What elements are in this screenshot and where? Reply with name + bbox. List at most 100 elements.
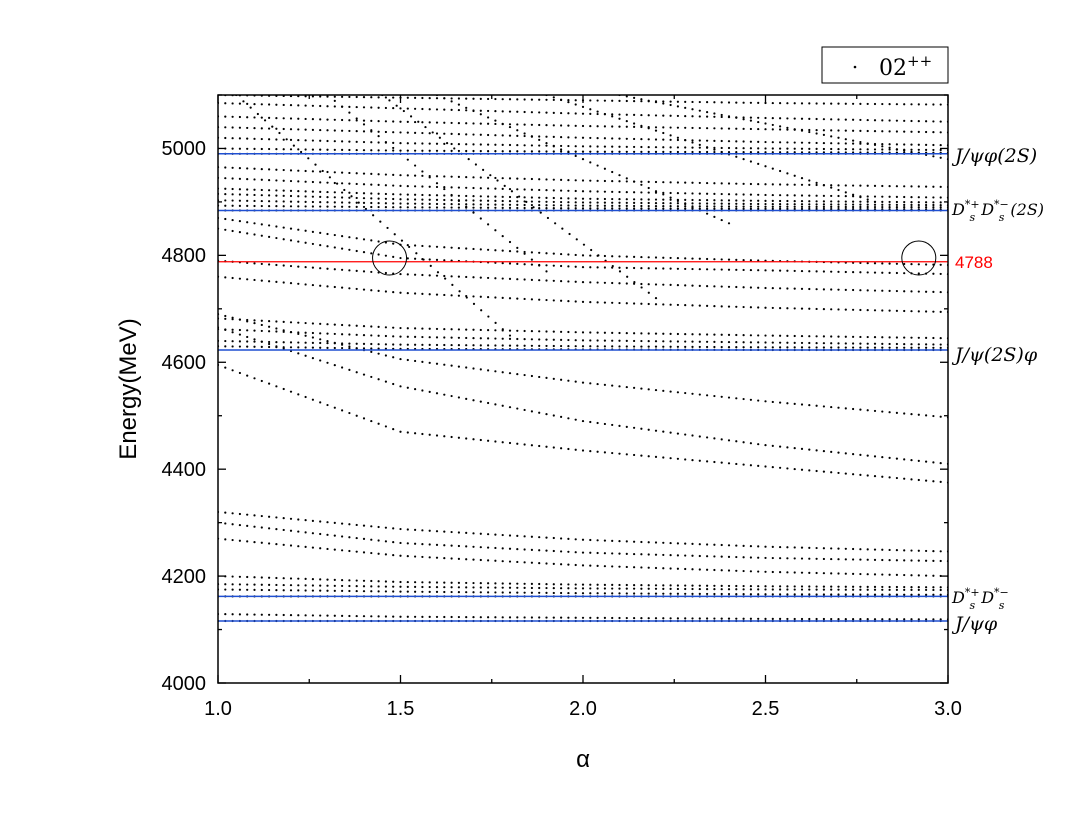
data-point (467, 158, 470, 161)
data-point (669, 332, 672, 335)
data-point (625, 95, 628, 98)
data-point (786, 141, 789, 144)
data-point (932, 586, 935, 589)
data-point (779, 557, 782, 560)
data-point (903, 195, 906, 199)
data-point (224, 187, 227, 190)
data-point (523, 123, 526, 126)
data-point (421, 96, 424, 100)
data-point (669, 181, 672, 184)
data-point (830, 572, 833, 575)
data-point (881, 585, 884, 589)
data-point (779, 588, 782, 591)
data-point (444, 277, 447, 280)
data-point (706, 584, 709, 587)
data-point (654, 198, 658, 201)
data-point (399, 580, 402, 584)
data-point (479, 616, 482, 619)
data-point (428, 543, 431, 546)
data-point (771, 117, 774, 120)
data-point (443, 336, 446, 339)
data-point (516, 329, 519, 332)
data-point (450, 336, 453, 339)
threshold-label-ds-ds: D*+ s D*− s (951, 586, 1009, 612)
data-point (268, 138, 271, 141)
data-point (428, 529, 431, 532)
data-point (428, 142, 431, 145)
data-point (603, 201, 607, 204)
data-point (669, 134, 672, 137)
data-point (888, 203, 891, 206)
data-point (465, 122, 468, 125)
data-point (698, 340, 701, 343)
y-tick-label: 4800 (162, 245, 207, 267)
data-point (435, 336, 439, 339)
data-point (297, 190, 300, 193)
data-point (275, 138, 278, 141)
data-point (852, 407, 855, 411)
data-point (377, 325, 380, 329)
data-point (406, 542, 409, 545)
data-point (633, 198, 636, 201)
data-point (406, 142, 409, 145)
data-point (917, 459, 920, 462)
data-point (435, 132, 439, 135)
data-point (895, 588, 899, 591)
data-point (852, 558, 855, 561)
data-point (574, 204, 577, 207)
data-point (881, 410, 884, 413)
data-point (910, 203, 913, 206)
data-point (603, 616, 607, 620)
data-point (859, 335, 862, 339)
data-point (523, 586, 526, 589)
data-point (435, 434, 439, 437)
data-point (246, 116, 249, 119)
data-point (472, 545, 475, 548)
data-point (903, 272, 906, 275)
data-point (895, 262, 899, 265)
data-point (435, 590, 439, 594)
data-point (749, 286, 753, 289)
data-point (881, 205, 884, 209)
data-point (414, 581, 417, 584)
data-point (465, 336, 468, 340)
data-point (414, 206, 417, 209)
data-point (414, 432, 417, 435)
data-point (713, 345, 716, 349)
data-point (859, 342, 862, 345)
data-point (742, 441, 745, 444)
data-point (720, 218, 723, 222)
data-point (640, 553, 643, 556)
data-point (603, 552, 607, 555)
data-point (720, 268, 723, 271)
data-point (873, 475, 877, 478)
data-point (662, 332, 665, 335)
data-point (903, 585, 906, 589)
data-point (749, 147, 753, 150)
data-point (625, 587, 628, 590)
data-point (647, 587, 650, 590)
data-point (633, 99, 636, 103)
data-point (844, 588, 847, 591)
data-point (479, 187, 482, 190)
data-point (640, 113, 643, 117)
data-point (633, 587, 636, 590)
data-point (611, 616, 614, 620)
data-point (538, 582, 541, 586)
data-point (282, 138, 285, 141)
data-point (691, 100, 694, 104)
data-point (815, 200, 818, 203)
data-point (552, 135, 555, 139)
data-point (786, 194, 789, 197)
data-point (224, 583, 227, 586)
data-point (333, 181, 336, 185)
data-point (304, 395, 307, 399)
data-point (326, 205, 329, 208)
data-point (618, 424, 621, 427)
data-point (457, 615, 460, 619)
data-point (837, 593, 840, 596)
data-point (589, 339, 592, 342)
data-point (238, 318, 241, 321)
data-point (457, 544, 460, 548)
data-point (545, 270, 548, 273)
